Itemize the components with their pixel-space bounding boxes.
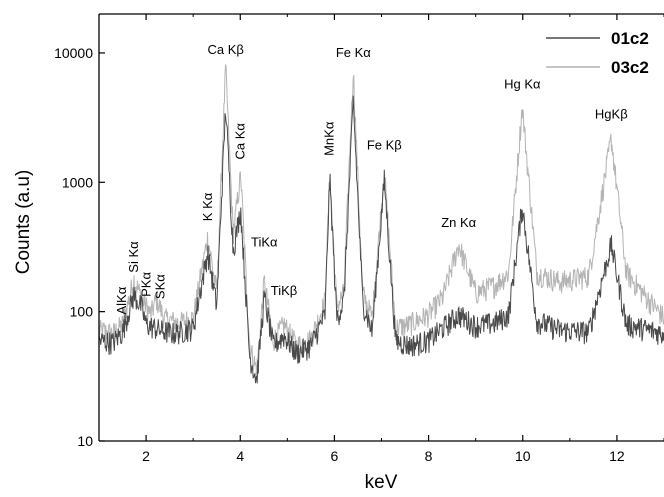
peak-label: Si Kα <box>126 241 141 273</box>
x-tick-label: 6 <box>331 448 339 464</box>
y-axis-ticks: 10 100 1000 10000 <box>54 45 105 449</box>
peak-label: Zn Kα <box>441 215 476 230</box>
peak-label: Fe Kα <box>336 45 371 60</box>
legend: 01c2 03c2 <box>546 29 649 77</box>
peak-label: Ca Kα <box>232 123 247 160</box>
x-axis-ticks: 2 4 6 8 10 12 <box>98 14 664 464</box>
series-line-01c2 <box>98 95 664 384</box>
y-tick-label: 1000 <box>62 174 93 190</box>
legend-label: 01c2 <box>611 29 649 48</box>
x-tick-label: 4 <box>236 448 244 464</box>
peak-label: Ca Kβ <box>208 42 244 57</box>
axes <box>98 13 664 442</box>
peak-label: K Kα <box>200 192 215 221</box>
legend-label: 03c2 <box>611 58 649 77</box>
plot-area <box>98 64 664 384</box>
peak-label: Hg Kα <box>504 77 541 92</box>
y-tick-label: 10 <box>77 433 93 449</box>
x-tick-label: 12 <box>609 448 625 464</box>
x-axis-label: keV <box>365 472 398 493</box>
peak-label: TiKβ <box>271 283 298 298</box>
x-tick-label: 10 <box>515 448 531 464</box>
series-line-03c2 <box>98 64 664 381</box>
x-tick-label: 8 <box>425 448 433 464</box>
y-tick-label: 100 <box>70 304 94 320</box>
peak-label: AlKα <box>114 286 129 314</box>
peak-label: MnKα <box>322 121 337 156</box>
peak-label: SKα <box>153 274 168 299</box>
y-axis-label: Counts (a.u) <box>13 170 34 275</box>
peak-label: PKα <box>139 272 154 297</box>
peak-label: HgKβ <box>595 107 628 122</box>
peak-label: Fe Kβ <box>367 137 402 152</box>
peak-label: TiKα <box>251 234 278 249</box>
x-tick-label: 2 <box>142 448 150 464</box>
y-tick-label: 10000 <box>54 45 93 61</box>
